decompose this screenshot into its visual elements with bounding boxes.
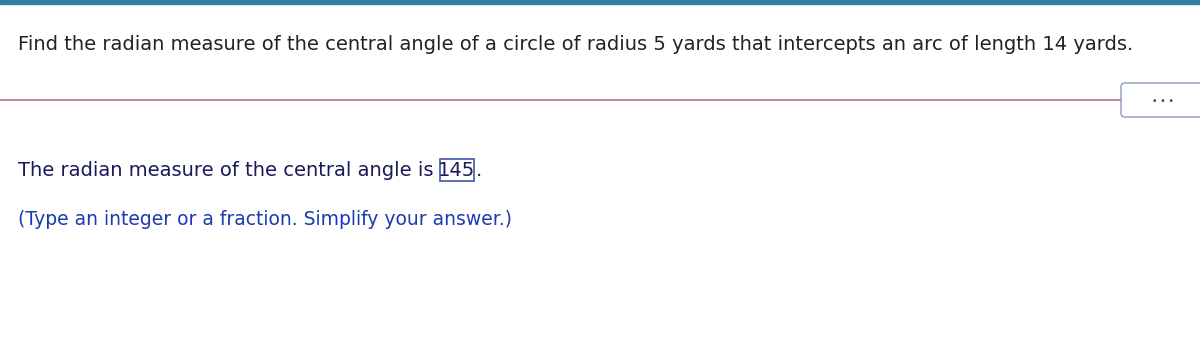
Text: Find the radian measure of the central angle of a circle of radius 5 yards that : Find the radian measure of the central a… xyxy=(18,35,1133,54)
Bar xyxy=(0,0,1200,4)
FancyBboxPatch shape xyxy=(1121,83,1200,117)
FancyBboxPatch shape xyxy=(439,159,474,181)
Text: (Type an integer or a fraction. Simplify your answer.): (Type an integer or a fraction. Simplify… xyxy=(18,210,512,229)
Text: The radian measure of the central angle is: The radian measure of the central angle … xyxy=(18,160,439,179)
Text: .: . xyxy=(475,160,482,179)
Text: 145: 145 xyxy=(438,160,475,179)
Text: • • •: • • • xyxy=(1152,97,1174,106)
